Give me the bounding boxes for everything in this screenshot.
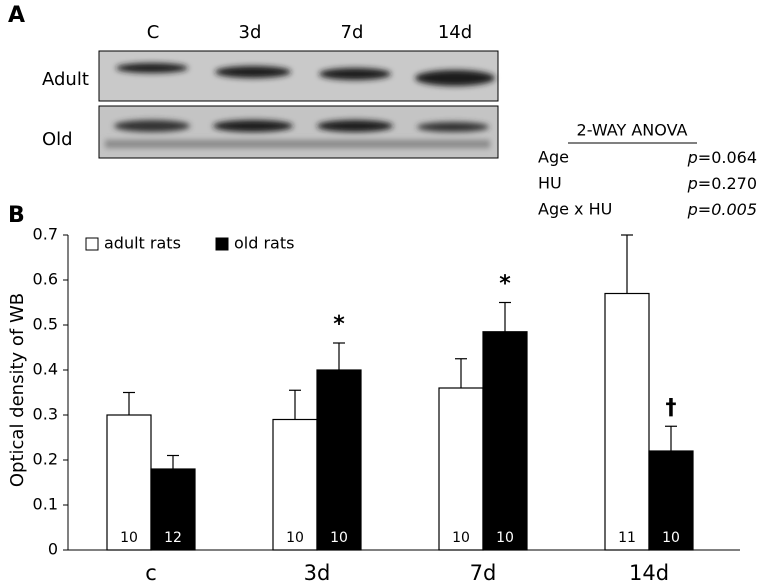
legend-swatch — [215, 237, 229, 251]
anova-factor: Age x HU — [538, 200, 612, 219]
significance-marker: * — [333, 312, 345, 337]
lane-label: 7d — [341, 22, 364, 43]
bar — [648, 450, 694, 551]
x-tick-label: 14d — [629, 561, 669, 584]
sample-size: 10 — [330, 530, 348, 546]
sample-size: 10 — [496, 530, 514, 546]
p-symbol: p — [687, 200, 698, 219]
error-bar — [167, 454, 179, 469]
error-bar — [455, 358, 467, 388]
y-tick-label: 0.4 — [33, 360, 58, 379]
bar — [150, 468, 196, 551]
anova-factor: Age — [538, 148, 569, 167]
bar — [604, 292, 650, 551]
error-bar — [289, 389, 301, 420]
row-label: Adult — [42, 69, 89, 90]
lane-label: 14d — [438, 22, 472, 43]
legend-label: old rats — [234, 234, 294, 253]
sample-size: 10 — [286, 530, 304, 546]
anova-p: p=0.064 — [687, 148, 757, 167]
y-tick-label: 0.1 — [33, 495, 58, 514]
panel-label: A — [8, 3, 25, 28]
sample-size: 10 — [662, 530, 680, 546]
lane-label: 3d — [239, 22, 262, 43]
error-bar — [499, 301, 511, 332]
panel-label: B — [8, 203, 25, 228]
blot — [98, 50, 499, 159]
y-tick-label: 0 — [48, 540, 58, 559]
error-bar — [333, 342, 345, 370]
p-symbol: p — [687, 148, 698, 167]
row-label: Old — [42, 129, 73, 150]
anova-p: p=0.270 — [687, 174, 757, 193]
sample-size: 10 — [452, 530, 470, 546]
legend-label: adult rats — [104, 234, 181, 253]
p-symbol: p — [687, 174, 698, 193]
lane-label: C — [147, 22, 160, 43]
bar — [438, 387, 484, 551]
y-tick-label: 0.5 — [33, 315, 58, 334]
sample-size: 10 — [120, 530, 138, 546]
anova-factor: HU — [538, 174, 562, 193]
sample-size: 12 — [164, 530, 182, 546]
y-tick-label: 0.7 — [33, 225, 58, 244]
bar — [316, 369, 362, 551]
legend-swatch — [85, 237, 99, 251]
bar — [106, 414, 152, 551]
y-tick-label: 0.6 — [33, 270, 58, 289]
bar — [482, 331, 528, 551]
error-bar — [123, 391, 135, 415]
error-bar — [621, 234, 633, 294]
p-value: =0.064 — [698, 148, 757, 167]
sample-size: 11 — [618, 530, 636, 546]
x-tick-label: c — [145, 561, 157, 584]
anova-p: p=0.005 — [687, 200, 757, 219]
x-tick-label: 3d — [304, 561, 331, 584]
anova-title: 2-WAY ANOVA — [577, 121, 688, 140]
error-bar — [665, 425, 677, 451]
x-tick-label: 7d — [470, 561, 497, 584]
y-tick-label: 0.2 — [33, 450, 58, 469]
p-value: =0.005 — [698, 200, 757, 219]
y-tick-label: 0.3 — [33, 405, 58, 424]
p-value: =0.270 — [698, 174, 757, 193]
y-axis-label: Optical density of WB — [7, 293, 28, 487]
significance-marker: * — [499, 272, 511, 297]
significance-marker: † — [666, 395, 677, 420]
